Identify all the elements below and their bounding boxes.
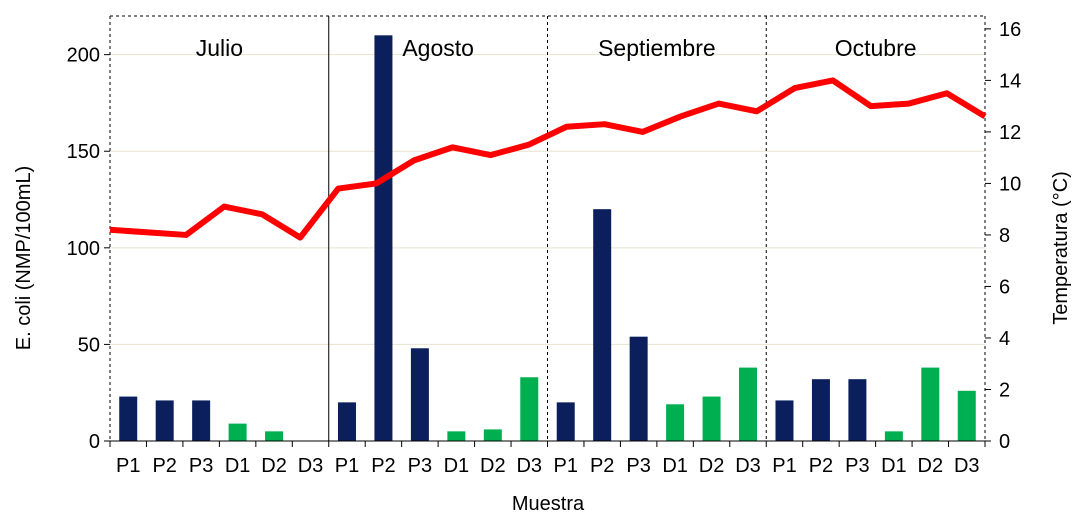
x-tick-label: D3 [735, 455, 761, 477]
y2-tick-label: 8 [999, 225, 1010, 247]
y2-tick-label: 2 [999, 379, 1010, 401]
bar [192, 400, 211, 441]
y2-tick-label: 10 [999, 173, 1021, 195]
bar [119, 396, 138, 441]
bar [702, 396, 721, 441]
y-tick-label: 0 [89, 431, 100, 453]
x-tick-label: D1 [225, 455, 251, 477]
bar [739, 367, 758, 441]
y2-tick-label: 0 [999, 431, 1010, 453]
bar [155, 400, 174, 441]
x-tick-label: D2 [699, 455, 725, 477]
y2-tick-label: 12 [999, 122, 1021, 144]
month-label: Julio [196, 35, 243, 61]
x-tick-label: P1 [553, 455, 577, 477]
bar [666, 404, 685, 441]
bar [811, 379, 830, 441]
month-separators: Julio Agosto Septiembre Octubre [109, 15, 986, 441]
x-tick-label: D3 [516, 455, 542, 477]
axes: 0 50 100 150 200 0 2 4 6 8 10 12 14 16 P1 P2 P3 D1 D2 D3 P1 P… [67, 19, 1022, 477]
y2-tick-label: 4 [999, 328, 1010, 350]
y-tick-label: 50 [78, 334, 100, 356]
x-tick-label: P2 [152, 455, 176, 477]
bar [228, 423, 247, 441]
y2-axis-title: Temperatura (°C) [1050, 171, 1072, 325]
bar [520, 377, 539, 441]
bar [957, 390, 976, 441]
bar [593, 209, 612, 441]
y2-tick-label: 6 [999, 276, 1010, 298]
x-tick-label: P2 [590, 455, 614, 477]
month-label: Septiembre [598, 35, 716, 61]
temperature-line [109, 77, 987, 241]
x-tick-label: P2 [809, 455, 833, 477]
bar [775, 400, 794, 441]
month-label: Agosto [402, 35, 474, 61]
x-tick-label: D3 [298, 455, 324, 477]
y-axis-title: E. coli (NMP/100mL) [13, 166, 35, 351]
y-tick-label: 100 [67, 238, 100, 260]
bar [629, 336, 648, 441]
x-tick-label: P1 [335, 455, 359, 477]
x-tick-label: D1 [662, 455, 688, 477]
bar [921, 367, 940, 441]
x-tick-label: P3 [189, 455, 213, 477]
bar [447, 431, 466, 441]
x-tick-label: P1 [772, 455, 796, 477]
bar [374, 35, 393, 442]
x-tick-label: P3 [845, 455, 869, 477]
y-tick-label: 150 [67, 141, 100, 163]
bar [848, 379, 867, 441]
x-tick-label: D2 [261, 455, 287, 477]
x-tick-label: P3 [626, 455, 650, 477]
bar [265, 431, 284, 441]
y2-tick-label: 14 [999, 70, 1021, 92]
x-tick-label: P2 [371, 455, 395, 477]
x-tick-label: D2 [480, 455, 506, 477]
x-axis-title: Muestra [512, 493, 585, 514]
bar [410, 348, 429, 441]
x-tick-label: D1 [444, 455, 470, 477]
month-label: Octubre [835, 35, 917, 61]
y-tick-label: 200 [67, 45, 100, 67]
y2-tick-label: 16 [999, 19, 1021, 41]
bar [556, 402, 575, 441]
bar [337, 402, 356, 441]
x-tick-label: P1 [116, 455, 140, 477]
bar [483, 429, 502, 441]
x-tick-label: D1 [881, 455, 907, 477]
temperature-series [109, 77, 987, 241]
x-tick-label: D2 [918, 455, 944, 477]
bar [884, 431, 903, 441]
bars [119, 35, 976, 442]
x-tick-label: D3 [954, 455, 980, 477]
x-tick-label: P3 [408, 455, 432, 477]
